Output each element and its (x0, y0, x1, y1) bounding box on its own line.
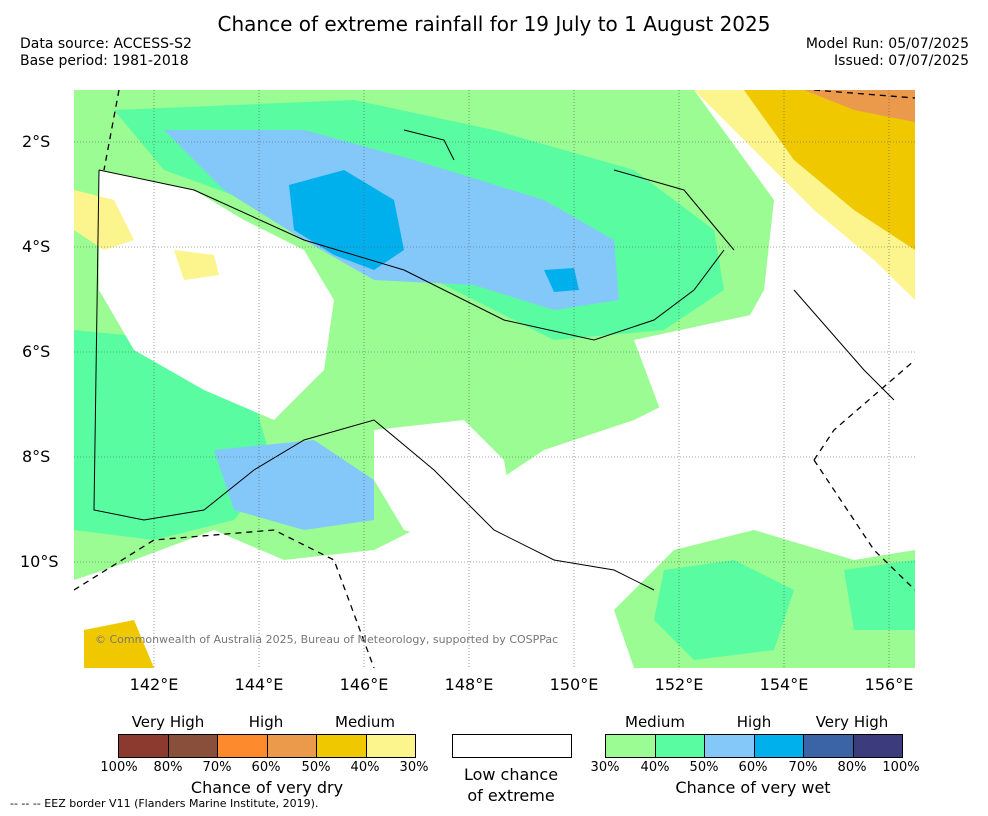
dry-swatch (119, 735, 169, 757)
wet-heading-medium: Medium (625, 713, 685, 731)
low-chance-caption: Low chance of extreme (464, 764, 558, 806)
wet-high2-spot (544, 268, 579, 292)
dry-high-ne (804, 90, 915, 122)
copyright-credit: © Commonwealth of Australia 2025, Bureau… (95, 633, 559, 646)
dry-swatch (366, 735, 415, 757)
wet-heading-high: High (736, 713, 772, 731)
rainfall-map (74, 90, 915, 668)
coastline-islands (403, 129, 895, 401)
lon-label: 156°E (864, 675, 914, 694)
low-chance-peninsula (374, 420, 514, 550)
low-chance-line1: Low chance (463, 765, 559, 784)
wet-high2-core (289, 170, 404, 270)
dry-tick: 50% (301, 760, 331, 775)
wet-colorbar (605, 734, 903, 758)
low-chance-line2: of extreme (467, 786, 555, 805)
eez-border (74, 90, 915, 668)
dry-swatch (168, 735, 218, 757)
low-chance-highlands (99, 170, 334, 420)
lat-label: 8°S (22, 447, 51, 466)
wet-tick: 70% (788, 760, 818, 775)
dry-medium-southwest (84, 620, 154, 668)
wet-tick: 60% (738, 760, 768, 775)
dry-tick: 40% (350, 760, 380, 775)
wet-high-gulf (214, 440, 374, 530)
wet-tick: 80% (837, 760, 867, 775)
lat-label: 2°S (22, 132, 51, 151)
wet-tick: 50% (689, 760, 719, 775)
wet-tick: 30% (590, 760, 620, 775)
wet-swatch (853, 735, 902, 757)
source-info: Data source: ACCESS-S2 Base period: 1981… (20, 36, 192, 70)
dry-caption: Chance of very dry (190, 778, 344, 797)
graticule (74, 90, 915, 668)
issued-date: Issued: 07/07/2025 (834, 53, 969, 69)
data-source: Data source: ACCESS-S2 (20, 36, 192, 52)
wet-swatch (606, 735, 656, 757)
base-period: Base period: 1981-2018 (20, 53, 189, 69)
lon-label: 150°E (549, 675, 599, 694)
map-title: Chance of extreme rainfall for 19 July t… (217, 12, 771, 36)
wet-swatch (655, 735, 705, 757)
wet-swatch (804, 735, 854, 757)
model-run: Model Run: 05/07/2025 (805, 36, 969, 52)
low-chance-swatch (452, 734, 572, 758)
wet-heading-very-high: Very High (815, 713, 889, 731)
dry-tick: 60% (251, 760, 281, 775)
wet-caption: Chance of very wet (675, 778, 831, 797)
lon-label: 146°E (339, 675, 389, 694)
run-info: Model Run: 05/07/2025 Issued: 07/07/2025 (806, 36, 969, 70)
dry-medium2-spot (174, 250, 219, 280)
dry-swatch (218, 735, 268, 757)
low-chance-southwest (74, 550, 354, 668)
wet-medium2-east (844, 560, 915, 630)
low-chance-east (634, 310, 915, 540)
lon-label: 154°E (759, 675, 809, 694)
dry-swatch (267, 735, 317, 757)
lat-label: 4°S (22, 237, 51, 256)
dry-medium-ne (744, 90, 915, 250)
wet-medium2-southeast (654, 560, 794, 660)
lon-label: 144°E (234, 675, 284, 694)
dry-heading-high: High (248, 713, 284, 731)
eez-note: -- -- -- EEZ border V11 (Flanders Marine… (10, 797, 319, 810)
dry-tick: 70% (202, 760, 232, 775)
lon-label: 152°E (654, 675, 704, 694)
wet-tick: 100% (882, 760, 920, 775)
wet-swatch (705, 735, 755, 757)
dry-tick: 100% (100, 760, 138, 775)
wet-tick: 40% (640, 760, 670, 775)
dry-tick: 30% (399, 760, 429, 775)
wet-swatch (754, 735, 804, 757)
lat-label: 6°S (22, 342, 51, 361)
lat-label: 10°S (20, 552, 59, 571)
lon-label: 142°E (129, 675, 179, 694)
dry-swatch (317, 735, 367, 757)
dry-heading-medium: Medium (335, 713, 395, 731)
coastline-mainland (93, 169, 725, 591)
dry-medium2-west (74, 190, 134, 250)
dry-colorbar (118, 734, 416, 758)
lon-label: 148°E (444, 675, 494, 694)
dry-tick: 80% (153, 760, 183, 775)
dry-heading-very-high: Very High (131, 713, 205, 731)
